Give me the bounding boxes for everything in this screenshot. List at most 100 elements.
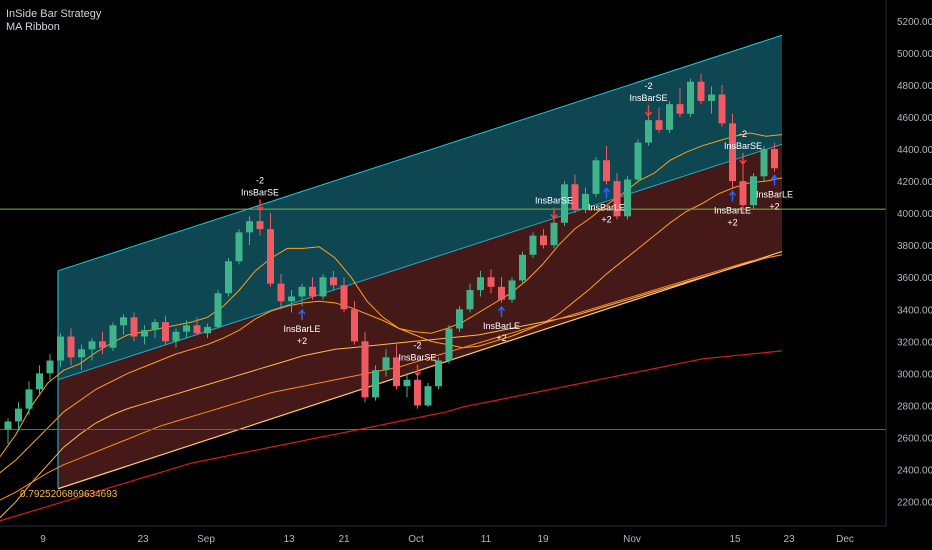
candle-body (666, 104, 673, 130)
candle-body (162, 322, 169, 342)
channel-upper-band (58, 35, 782, 380)
short-arrow-icon (644, 104, 653, 118)
price-tick-label: 4000.00 (897, 209, 932, 220)
price-tick-label: 4200.00 (897, 177, 932, 188)
candle-body (67, 336, 75, 358)
candle-body (655, 120, 663, 130)
candle-body (204, 326, 211, 334)
candle-body (256, 221, 264, 230)
signal-qty: +2 (727, 217, 737, 227)
price-tick-label: 5000.00 (897, 49, 932, 60)
candle-body (676, 104, 684, 114)
candle-body (403, 379, 411, 387)
candle-body (99, 341, 106, 348)
time-tick-label: 21 (338, 534, 350, 545)
candle-body (529, 235, 537, 255)
time-axis: 9 23 Sep 13 21 Oct 11 19 Nov 15 23 Dec (0, 525, 886, 545)
legend: InSide Bar Strategy MA Ribbon (6, 8, 101, 34)
candle-body (561, 184, 568, 223)
candle-body (319, 277, 327, 297)
signal-qty: +2 (601, 214, 611, 224)
time-tick-label: 9 (40, 534, 46, 545)
candle-body (351, 309, 358, 342)
moving-average-line (0, 132, 783, 457)
candle-body (246, 221, 253, 233)
regression-coefficient: 0.792520686963469​3 (20, 489, 118, 500)
signal-label: InsBarLE (756, 189, 793, 199)
candle-body (267, 229, 274, 284)
time-tick-label: Oct (408, 534, 424, 545)
candle-body (445, 328, 453, 361)
signal-label: InsBarSE (535, 196, 573, 206)
time-tick-label: 19 (537, 534, 549, 545)
candle-body (340, 285, 348, 310)
signal-qty: +2 (769, 201, 779, 211)
signal-qty: -2 (739, 129, 747, 139)
channel-upper-line (57, 34, 783, 272)
signal-label: InsBarLE (588, 202, 625, 212)
strategy-signals: InsBarSE -2 InsBarLE +2 InsBarSE -2 InsBarLE +2… (241, 81, 793, 377)
candle-body (550, 222, 558, 246)
candle-body (582, 193, 589, 210)
price-tick-label: 3800.00 (897, 241, 932, 252)
time-tick-label: 23 (137, 534, 149, 545)
candle-body (487, 277, 495, 287)
price-tick-label: 2600.00 (897, 433, 932, 444)
moving-average-line (0, 177, 783, 474)
regression-channel (57, 34, 783, 490)
price-tick-label: 4600.00 (897, 113, 932, 124)
long-arrow-icon (728, 190, 737, 202)
price-axis: 2200.00 2400.00 2600.00 2800.00 3000.00 3200.… (885, 0, 932, 550)
candle-body (78, 349, 85, 358)
candle-body (36, 373, 43, 390)
candle-body (120, 317, 127, 326)
candle-body (214, 293, 222, 327)
time-tick-label: 11 (481, 534, 492, 545)
time-tick-label: 23 (783, 534, 795, 545)
candle-body (624, 179, 631, 217)
long-arrow-icon (602, 187, 611, 199)
signal-label: InsBarSE (398, 353, 436, 363)
candle-body (4, 421, 12, 430)
candle-body (592, 160, 600, 194)
signal-label: InsBarLE (283, 324, 320, 334)
candle-body (687, 81, 694, 114)
time-tick-label: 15 (729, 534, 741, 545)
candle-body (25, 389, 33, 409)
price-tick-label: 5200.00 (897, 17, 932, 28)
candle-body (760, 149, 768, 177)
candle-body (571, 184, 579, 210)
price-tick-label: 3000.00 (897, 369, 932, 380)
candles (4, 73, 778, 444)
candle-body (750, 176, 757, 206)
signal-qty: -2 (413, 341, 421, 351)
signal-qty: -2 (256, 176, 264, 186)
signal-label: InsBarSE (724, 141, 762, 151)
candle-body (414, 379, 421, 406)
candle-body (88, 341, 96, 350)
candle-body (46, 360, 54, 374)
candle-body (361, 341, 369, 398)
indicator-title[interactable]: MA Ribbon (6, 21, 60, 33)
price-tick-label: 3400.00 (897, 305, 932, 316)
candle-body (603, 160, 610, 182)
candle-body (15, 408, 22, 422)
signal-qty: -2 (644, 81, 652, 91)
moving-average-line (0, 254, 783, 501)
signal-label: InsBarLE (483, 321, 520, 331)
candle-body (109, 325, 117, 348)
candle-body (435, 360, 442, 387)
candle-body (697, 81, 705, 101)
strategy-title[interactable]: InSide Bar Strategy (6, 8, 102, 20)
long-arrow-icon (298, 308, 306, 321)
candle-body (372, 370, 379, 398)
candle-body (225, 261, 232, 294)
candle-body (708, 94, 715, 101)
candle-body (193, 325, 201, 334)
candle-body (466, 290, 474, 310)
signal-qty: +2 (496, 333, 506, 343)
signal-label: InsBarLE (714, 205, 751, 215)
price-tick-label: 2400.00 (897, 466, 932, 477)
price-tick-label: 4800.00 (897, 81, 932, 92)
